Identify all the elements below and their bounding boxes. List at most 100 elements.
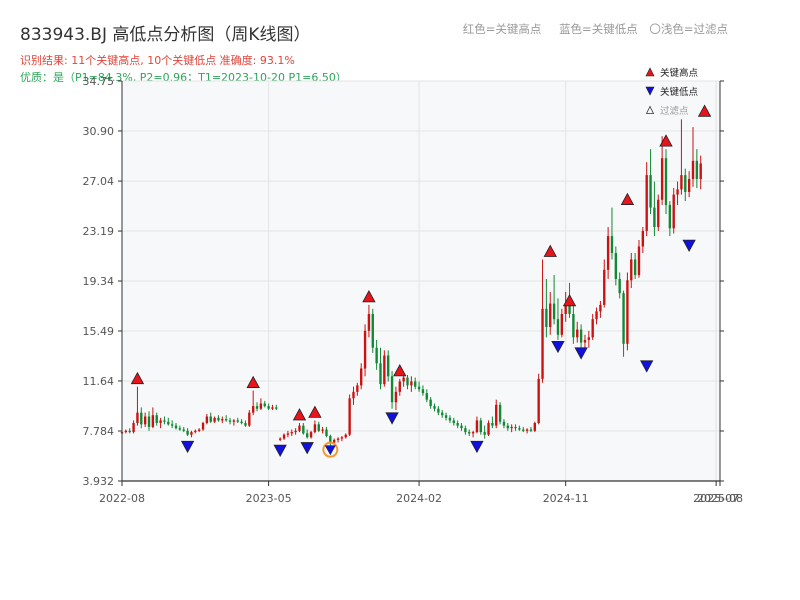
candle-body <box>417 386 421 390</box>
candle-body <box>360 368 363 386</box>
candle-body <box>599 304 602 312</box>
candle-body <box>232 420 236 422</box>
y-tick-label: 7.784 <box>83 425 115 438</box>
key-high-marker <box>246 375 260 388</box>
candle-body <box>564 303 567 314</box>
candle-body <box>309 432 313 438</box>
candle-body <box>699 163 702 179</box>
candle-body <box>170 424 174 426</box>
candle-body <box>545 308 548 327</box>
candle-body <box>626 280 629 344</box>
filtered-point-ring <box>322 441 339 458</box>
candle-body <box>333 439 336 443</box>
candle-body <box>471 432 475 434</box>
candle-body <box>657 199 660 228</box>
key-high-marker <box>362 290 376 303</box>
candle-body <box>367 313 371 331</box>
candle-body <box>641 230 645 247</box>
candle-body <box>560 313 564 335</box>
candle-body <box>410 381 413 386</box>
candle-body <box>221 419 224 421</box>
candle-body <box>383 355 386 385</box>
candle-body <box>167 421 170 425</box>
candle-body <box>371 313 374 348</box>
candle-body <box>155 415 158 424</box>
candle-body <box>668 204 672 229</box>
candle-body <box>128 430 131 433</box>
candle-body <box>414 381 417 387</box>
candle-body <box>475 420 479 433</box>
candle-body <box>549 303 552 327</box>
x-tick-label: 2024-11 <box>543 492 589 505</box>
filtered-point-marker <box>324 445 336 456</box>
candle-body <box>695 160 699 179</box>
candle-body <box>259 403 263 409</box>
candle-body <box>201 423 205 430</box>
candle-body <box>421 389 425 394</box>
candle-body <box>441 412 444 416</box>
candle-body <box>429 399 432 407</box>
candle-body <box>680 175 683 190</box>
key-low-marker <box>640 360 654 373</box>
candle-body <box>178 428 182 430</box>
candle-body <box>336 438 340 440</box>
key-high-marker <box>562 293 577 307</box>
candle-body <box>402 377 405 382</box>
candle-body <box>213 417 216 422</box>
candle-body <box>379 363 382 385</box>
candle-body <box>495 404 498 426</box>
candle-body <box>502 421 506 426</box>
candle-body <box>375 347 378 364</box>
candle-body <box>518 428 521 430</box>
candle-body <box>240 421 243 424</box>
candle-body <box>529 429 533 431</box>
candle-body <box>290 432 293 434</box>
candle-body <box>394 391 398 403</box>
y-tick-label: 34.75 <box>83 75 115 88</box>
candle-body <box>487 423 490 435</box>
candle-body <box>282 434 286 439</box>
candle-body <box>483 432 486 435</box>
candle-body <box>313 424 317 433</box>
candle-body <box>533 423 537 431</box>
y-tick-label: 19.34 <box>83 275 115 288</box>
candle-body <box>568 303 571 314</box>
legend-marker-filtered <box>645 105 655 114</box>
candle-body <box>479 420 482 433</box>
y-tick-label: 3.932 <box>83 475 115 488</box>
candle-body <box>182 429 185 431</box>
y-tick-label: 27.04 <box>83 175 115 188</box>
candle-body <box>255 406 259 409</box>
candle-body <box>506 425 509 429</box>
candle-body <box>614 252 618 279</box>
candle-body <box>448 417 452 421</box>
legend-label: 关键低点 <box>660 86 699 98</box>
candle-body <box>147 416 151 427</box>
key-high-marker <box>308 405 322 418</box>
top-legend-text: 红色=关键高点 蓝色=关键低点 〇浅色=过滤点 <box>449 21 728 37</box>
candle-body <box>348 398 351 435</box>
candle-body <box>263 403 266 407</box>
key-low-marker <box>574 347 588 360</box>
candle-body <box>541 308 544 379</box>
candle-body <box>591 319 594 338</box>
candle-body <box>633 259 637 276</box>
candle-body <box>278 438 282 440</box>
candle-body <box>672 194 675 229</box>
candle-body <box>425 393 428 400</box>
key-high-marker <box>620 192 635 205</box>
y-tick-label: 11.64 <box>83 375 115 388</box>
x-tick-label: 2025-08 <box>697 492 743 505</box>
candle-body <box>645 175 648 231</box>
candle-body <box>302 425 305 434</box>
candle-body <box>390 376 394 403</box>
legend-marker-high <box>645 67 655 77</box>
candle-body <box>525 429 529 431</box>
candle-body <box>606 236 610 270</box>
key-high-marker <box>130 371 145 385</box>
candle-body <box>132 423 135 433</box>
candle-body <box>664 158 668 205</box>
key-high-marker <box>292 408 307 421</box>
legend-label: 过滤点 <box>660 105 689 117</box>
